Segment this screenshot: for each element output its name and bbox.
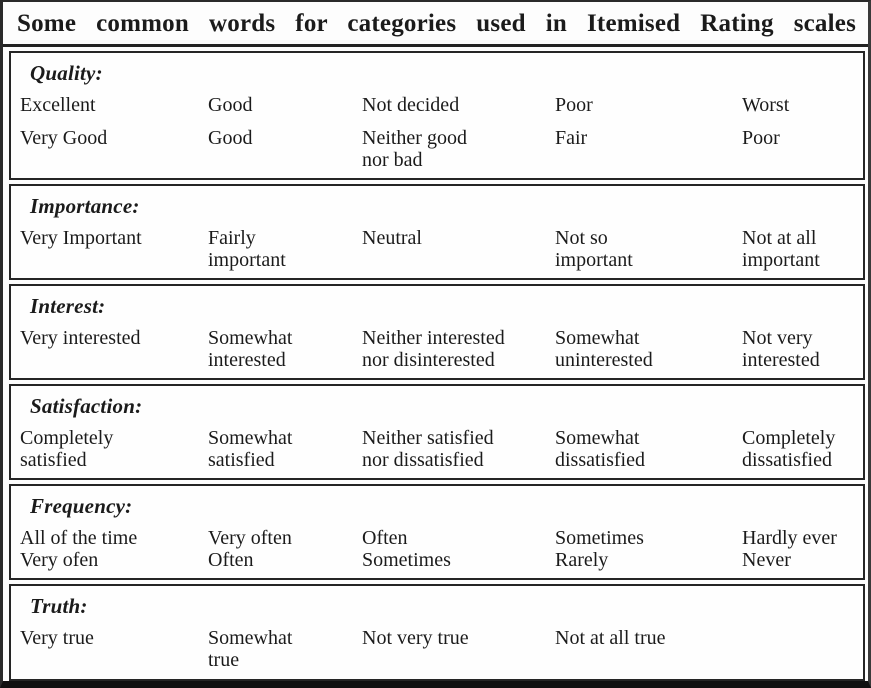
scale-row: Very Important Fairly important Neutral … <box>11 227 863 271</box>
scale-term: Neither satisfied nor dissatisfied <box>362 426 494 471</box>
scale-term: Good <box>208 93 253 116</box>
section-heading: Satisfaction: <box>30 393 143 418</box>
scale-section-truth: Truth: Very true Somewhat true Not very … <box>9 583 865 681</box>
scale-term: Not very interested <box>742 326 820 371</box>
scale-row: Excellent Good Not decided Poor Worst <box>11 94 863 116</box>
scale-term: Worst <box>742 93 790 116</box>
scale-row: Completely satisfied Somewhat satisfied … <box>11 427 863 471</box>
scale-term: Not very true <box>362 626 469 649</box>
scale-section-frequency: Frequency: All of the time Very often Of… <box>9 483 865 580</box>
scale-term: Neither good nor bad <box>362 126 467 171</box>
scale-term: Excellent <box>20 93 96 116</box>
scale-section-satisfaction: Satisfaction: Completely satisfied Somew… <box>9 383 865 480</box>
section-heading: Frequency: <box>30 493 133 518</box>
scale-term <box>742 627 861 671</box>
scale-term: Poor <box>555 93 593 116</box>
section-heading: Quality: <box>30 60 103 85</box>
scale-term: Fairly important <box>208 226 286 271</box>
scale-row: Very Good Good Neither good nor bad Fair… <box>11 127 863 171</box>
scale-row: Very interested Somewhat interested Neit… <box>11 327 863 371</box>
scale-section-importance: Importance: Very Important Fairly import… <box>9 183 865 280</box>
scale-term: Somewhat interested <box>208 326 293 371</box>
scale-term: Very Important <box>20 226 142 249</box>
scale-term: Very often <box>208 526 292 549</box>
scale-term: Rarely <box>555 548 609 571</box>
scale-term: Fair <box>555 126 588 149</box>
scale-term: Poor <box>742 126 780 149</box>
scale-term: Often <box>208 548 254 571</box>
scale-term: Very true <box>20 626 94 649</box>
section-heading: Interest: <box>30 293 106 318</box>
scale-term: Somewhat satisfied <box>208 426 293 471</box>
section-heading: Truth: <box>30 593 88 618</box>
scale-row: Very ofen Often Sometimes Rarely Never <box>11 549 863 571</box>
scale-term: Good <box>208 126 253 149</box>
scale-term: Not so important <box>555 226 633 271</box>
scale-row: Very true Somewhat true Not very true No… <box>11 627 863 671</box>
scale-term: Neutral <box>362 226 422 249</box>
sections-container: Quality: Excellent Good Not decided Poor… <box>3 47 868 681</box>
scale-term: Sometimes <box>362 548 451 571</box>
scale-term: Not decided <box>362 93 460 116</box>
table-title: Some common words for categories used in… <box>3 2 868 47</box>
section-heading: Importance: <box>30 193 140 218</box>
scale-term: Very ofen <box>20 548 99 571</box>
scale-term: Very Good <box>20 126 108 149</box>
scale-row: All of the time Very often Often Sometim… <box>11 527 863 549</box>
scale-term: Completely satisfied <box>20 426 114 471</box>
scale-section-interest: Interest: Very interested Somewhat inter… <box>9 283 865 380</box>
scale-section-quality: Quality: Excellent Good Not decided Poor… <box>9 50 865 180</box>
scale-term: Not at all important <box>742 226 820 271</box>
scale-term: Never <box>742 548 791 571</box>
scale-term: Somewhat uninterested <box>555 326 653 371</box>
scale-term: Very interested <box>20 326 141 349</box>
scale-term: All of the time <box>20 526 138 549</box>
scale-term: Neither interested nor disinterested <box>362 326 505 371</box>
scale-term: Somewhat true <box>208 626 293 671</box>
scale-term: Sometimes <box>555 526 644 549</box>
scale-term: Often <box>362 526 408 549</box>
scale-term: Completely dissatisfied <box>742 426 836 471</box>
scale-term: Somewhat dissatisfied <box>555 426 645 471</box>
scale-term: Not at all true <box>555 626 666 649</box>
scale-term: Hardly ever <box>742 526 837 549</box>
